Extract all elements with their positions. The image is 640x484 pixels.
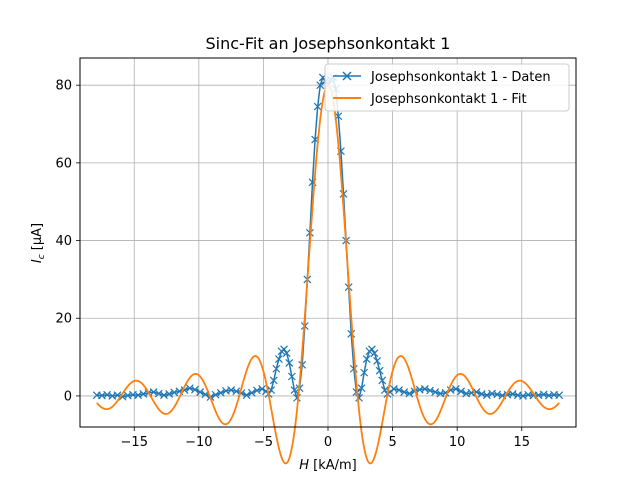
- x-tick-label: −15: [121, 435, 148, 450]
- data-point-marker: [272, 364, 281, 373]
- legend-marker-data: [342, 71, 352, 81]
- y-axis-label-var: I: [30, 259, 45, 263]
- data-point-marker: [282, 349, 291, 358]
- data-point-marker: [482, 391, 491, 400]
- y-axis-label-sub: c: [37, 254, 47, 259]
- x-tick-label: −10: [185, 435, 212, 450]
- data-point-marker: [185, 384, 194, 393]
- data-point-marker: [196, 388, 205, 396]
- y-tick-label: 0: [64, 389, 72, 404]
- data-point-marker: [216, 388, 225, 397]
- y-tick-label: 20: [55, 312, 72, 327]
- data-point-marker: [191, 385, 199, 394]
- y-tick-label: 40: [55, 234, 72, 249]
- data-point-marker: [287, 372, 296, 381]
- legend-label-data: Josephsonkontakt 1 - Daten: [370, 70, 551, 85]
- data-point-marker: [258, 385, 267, 393]
- legend-label-fit: Josephsonkontakt 1 - Fit: [370, 92, 527, 107]
- data-point-marker: [431, 388, 440, 396]
- x-axis-label-var: H: [299, 458, 309, 473]
- data-point-marker: [149, 388, 158, 396]
- x-axis-label: H [kA/m]: [299, 458, 357, 473]
- data-point-marker: [274, 355, 283, 363]
- data-point-marker: [360, 368, 369, 377]
- y-axis-label-unit: [µA]: [30, 223, 45, 254]
- x-axis-label-unit: [kA/m]: [309, 458, 357, 473]
- x-tick-label: 15: [513, 435, 530, 450]
- data-point-marker: [280, 345, 289, 354]
- data-point-marker: [400, 388, 409, 396]
- data-point-marker: [395, 386, 403, 395]
- data-point-marker: [154, 389, 163, 398]
- x-tick-label: 5: [388, 435, 396, 450]
- data-point-marker: [378, 376, 387, 385]
- data-point-marker: [253, 386, 261, 395]
- data-point-marker: [347, 329, 356, 338]
- data-point-marker: [367, 345, 376, 354]
- legend-box: [324, 63, 570, 112]
- data-point-marker: [290, 386, 299, 395]
- data-point-marker: [232, 387, 241, 396]
- data-point-marker: [420, 385, 429, 393]
- data-point-marker: [555, 391, 564, 400]
- y-axis-label: Ic [µA]: [30, 223, 47, 263]
- data-point-marker: [362, 355, 371, 363]
- data-point-marker: [242, 391, 251, 400]
- x-tick-label: 0: [324, 435, 332, 450]
- data-point-marker: [165, 390, 174, 398]
- x-tick-label: −5: [254, 435, 273, 450]
- data-point-marker: [339, 190, 348, 198]
- data-point-marker: [211, 390, 220, 399]
- x-tick-label: 10: [449, 435, 466, 450]
- data-point-marker: [426, 386, 434, 395]
- data-point-marker: [375, 366, 384, 375]
- data-point-marker: [370, 349, 379, 358]
- chart-title: Sinc-Fit an Josephsonkontakt 1: [206, 34, 451, 53]
- data-point-marker: [247, 388, 256, 397]
- data-point-marker: [373, 357, 382, 365]
- y-tick-label: 60: [55, 156, 72, 171]
- data-point-marker: [357, 384, 366, 393]
- data-point-marker: [316, 81, 325, 90]
- legend: Josephsonkontakt 1 - Daten Josephsonkont…: [324, 63, 570, 112]
- data-point-marker: [285, 358, 294, 367]
- data-point-marker: [269, 376, 278, 385]
- axis-ticks: −15 −10 −5 0 5 10 15 0 20 40 60 80: [55, 79, 530, 450]
- data-point-marker: [298, 360, 307, 369]
- data-point-marker: [313, 102, 322, 111]
- data-point-marker: [451, 385, 460, 393]
- data-point-marker: [457, 387, 465, 396]
- y-tick-label: 80: [55, 79, 72, 94]
- data-point-marker: [405, 389, 414, 398]
